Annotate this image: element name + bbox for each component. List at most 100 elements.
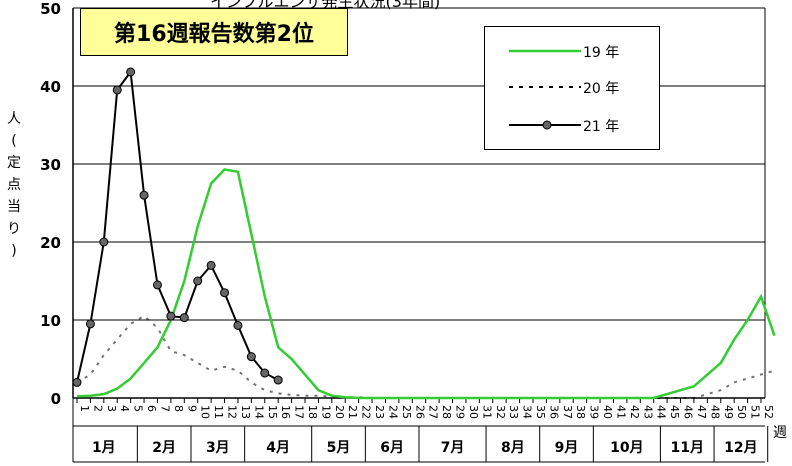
week-tick-label: 6 xyxy=(145,405,158,412)
week-tick-label: 22 xyxy=(360,405,373,419)
week-tick-label: 2 xyxy=(91,405,104,412)
week-tick-label: 45 xyxy=(668,405,681,419)
week-tick-label: 8 xyxy=(172,405,185,412)
week-tick-label: 52 xyxy=(762,405,775,419)
y-tick-label: 10 xyxy=(40,312,61,330)
week-tick-label: 29 xyxy=(454,405,467,419)
week-tick-label: 20 xyxy=(333,405,346,419)
week-tick-label: 35 xyxy=(534,405,547,419)
week-tick-label: 10 xyxy=(199,405,212,419)
month-label: 11月 xyxy=(670,440,703,456)
y-axis-label-char: り xyxy=(7,221,21,237)
week-tick-label: 30 xyxy=(467,405,480,419)
week-tick-label: 38 xyxy=(574,405,587,419)
month-label: 5月 xyxy=(327,440,351,456)
y-axis-label: 人 ( 定点当り) xyxy=(6,108,22,262)
series-point-21 xyxy=(179,313,189,323)
month-label: 8月 xyxy=(501,440,525,456)
week-tick-label: 23 xyxy=(373,405,386,419)
week-tick-label: 18 xyxy=(306,405,319,419)
month-label: 3月 xyxy=(206,440,230,456)
y-axis-label-char: 定 xyxy=(7,155,21,171)
series-point-21 xyxy=(126,67,136,77)
week-tick-label: 48 xyxy=(708,405,721,419)
y-tick-label: 30 xyxy=(40,156,61,174)
month-label: 1月 xyxy=(92,440,116,456)
legend-item-20: 20 年 xyxy=(485,77,661,97)
week-tick-label: 49 xyxy=(722,405,735,419)
week-tick-label: 7 xyxy=(158,405,171,412)
series-point-21 xyxy=(220,288,230,298)
week-tick-label: 51 xyxy=(749,405,762,419)
legend: 19 年 20 年 21 年 xyxy=(484,26,660,150)
y-axis-label-char: ( xyxy=(11,133,17,149)
y-axis-label-char: ) xyxy=(11,243,17,259)
week-tick-label: 17 xyxy=(293,405,306,419)
week-tick-label: 46 xyxy=(682,405,695,419)
chart-title: インフルエンザ発生状況(3年間) xyxy=(210,0,441,11)
series-point-21 xyxy=(193,276,203,286)
series-point-21 xyxy=(112,85,122,95)
series-point-21 xyxy=(152,280,162,290)
y-axis-label-char: 点 xyxy=(7,177,21,193)
month-label: 9月 xyxy=(555,440,579,456)
y-tick-label: 50 xyxy=(40,0,61,18)
y-axis-label-char: 当 xyxy=(7,199,21,215)
week-tick-label: 27 xyxy=(427,405,440,419)
series-line-20 xyxy=(76,314,775,399)
legend-swatch-19 xyxy=(509,49,581,53)
week-tick-label: 1 xyxy=(78,405,91,412)
week-tick-label: 43 xyxy=(641,405,654,419)
week-tick-label: 12 xyxy=(226,405,239,419)
week-tick-label: 14 xyxy=(252,405,265,419)
week-tick-label: 39 xyxy=(588,405,601,419)
week-tick-label: 3 xyxy=(105,405,118,412)
series-point-21 xyxy=(85,319,95,329)
month-label: 4月 xyxy=(266,440,290,456)
series-point-21 xyxy=(99,237,109,247)
week-tick-label: 5 xyxy=(132,405,145,412)
week-tick-label: 16 xyxy=(279,405,292,419)
series-line-19 xyxy=(76,168,776,400)
week-tick-label: 47 xyxy=(695,405,708,419)
week-tick-label: 4 xyxy=(118,405,131,412)
legend-label-19: 19 年 xyxy=(583,45,620,61)
series-point-21 xyxy=(72,377,82,387)
week-tick-label: 42 xyxy=(628,405,641,419)
series-point-21 xyxy=(139,190,149,200)
series-point-21 xyxy=(206,260,216,270)
y-axis-label-char: 人 xyxy=(7,111,21,127)
series-point-21 xyxy=(233,320,243,330)
week-tick-label: 21 xyxy=(346,405,359,419)
week-axis-suffix: 週 xyxy=(773,425,787,441)
legend-label-20: 20 年 xyxy=(583,81,620,97)
week-tick-label: 33 xyxy=(507,405,520,419)
week-tick-label: 19 xyxy=(319,405,332,419)
week-tick-label: 9 xyxy=(185,405,198,412)
legend-label-21: 21 年 xyxy=(583,119,620,135)
month-label: 10月 xyxy=(610,440,643,456)
week-tick-label: 40 xyxy=(601,405,614,419)
week-tick-label: 25 xyxy=(400,405,413,419)
month-label: 12月 xyxy=(724,440,757,456)
week-tick-label: 11 xyxy=(212,405,225,419)
week-tick-label: 44 xyxy=(655,405,668,419)
week-tick-label: 41 xyxy=(614,405,627,419)
week-tick-label: 34 xyxy=(521,405,534,419)
series-point-21 xyxy=(260,368,270,378)
week-tick-label: 13 xyxy=(239,405,252,419)
series-line-21 xyxy=(76,69,279,383)
week-tick-label: 37 xyxy=(561,405,574,419)
legend-item-19: 19 年 xyxy=(485,41,661,61)
legend-item-21: 21 年 xyxy=(485,115,661,135)
y-tick-label: 0 xyxy=(51,390,61,408)
legend-swatch-21 xyxy=(509,120,581,130)
month-label: 6月 xyxy=(380,440,404,456)
series-point-21 xyxy=(166,311,176,321)
week-tick-label: 31 xyxy=(480,405,493,419)
week-tick-label: 26 xyxy=(413,405,426,419)
legend-swatch-20 xyxy=(509,86,581,88)
y-tick-label: 40 xyxy=(40,78,61,96)
month-label: 2月 xyxy=(152,440,176,456)
rank-badge: 第16週報告数第2位 xyxy=(80,8,348,56)
